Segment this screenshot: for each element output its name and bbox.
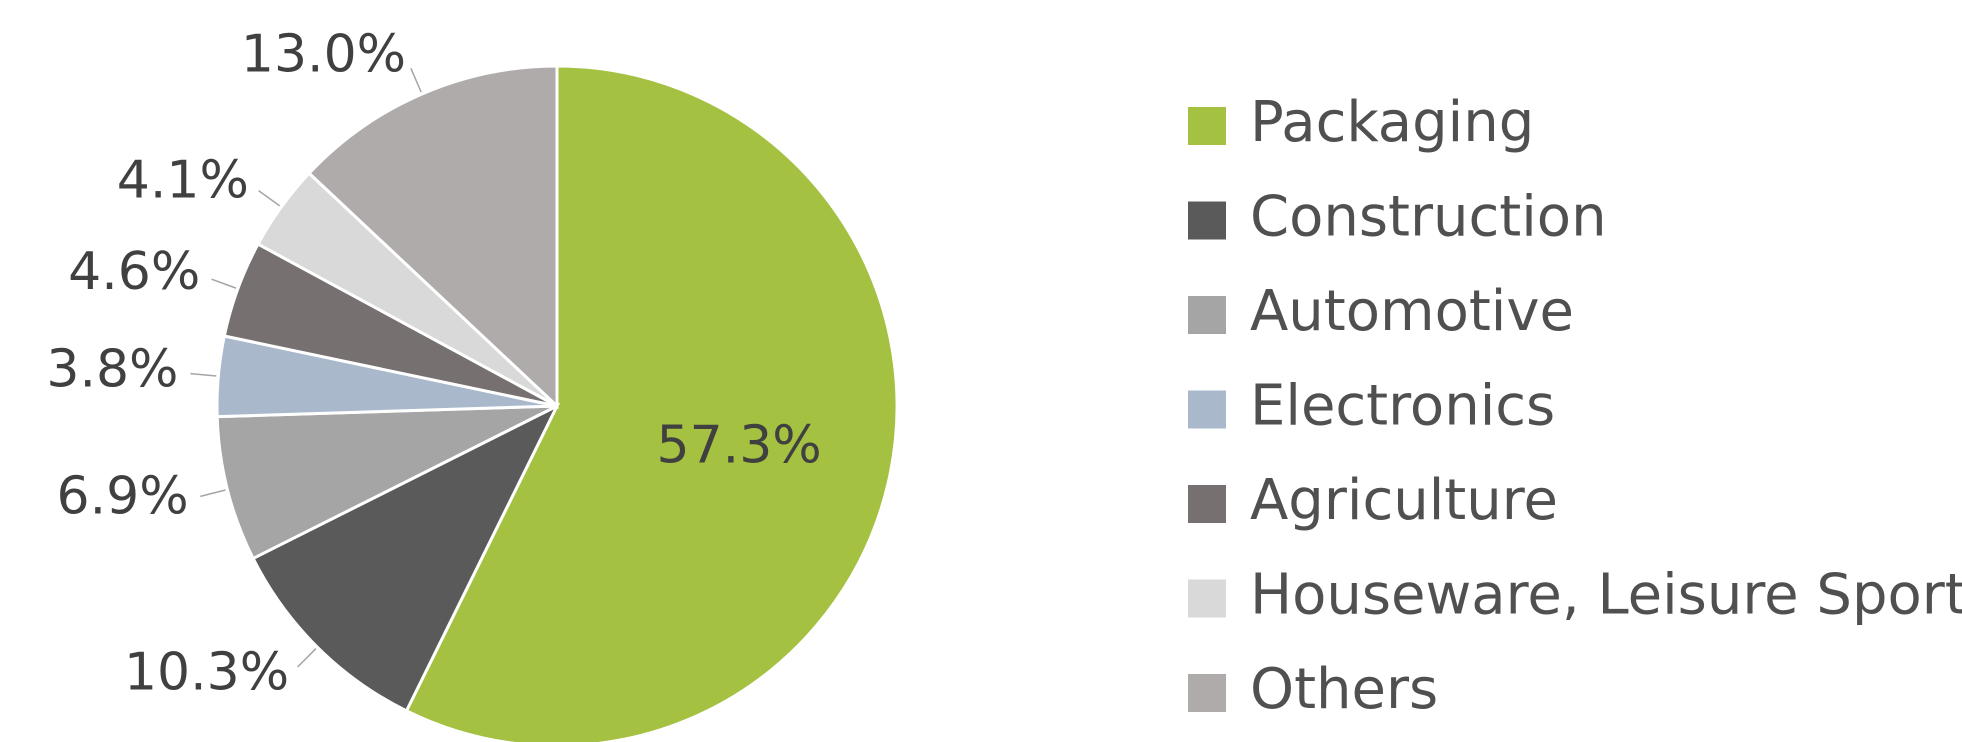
legend-swatch: [1188, 296, 1226, 334]
pie-slice: [215, 404, 558, 561]
legend-swatch: [1188, 390, 1226, 429]
legend-swatch: [1188, 201, 1226, 240]
legend-swatch: [1188, 485, 1226, 523]
legend-swatch: [1188, 579, 1226, 618]
data-label: 3.8%: [46, 340, 178, 400]
pie-slice: [251, 402, 561, 713]
leader-line: [200, 489, 226, 498]
leader-line: [211, 278, 237, 289]
data-label: 4.6%: [68, 242, 200, 302]
leader-line: [190, 372, 217, 377]
legend-swatch: [1188, 674, 1226, 712]
legend-label: Electronics: [1250, 374, 1555, 439]
leader-line: [297, 648, 317, 668]
legend-label: Construction: [1250, 185, 1607, 250]
data-label: 10.3%: [124, 643, 289, 703]
leader-line: [410, 67, 422, 93]
data-label: 13.0%: [241, 24, 406, 84]
legend-label: Agriculture: [1250, 468, 1558, 533]
pie-slice: [404, 64, 899, 742]
data-label: 4.1%: [117, 151, 249, 211]
legend-label: Others: [1250, 657, 1438, 722]
data-label: 57.3%: [657, 416, 822, 476]
legend-label: Packaging: [1250, 90, 1534, 155]
legend-label: Houseware, Leisure Sport: [1250, 563, 1962, 628]
leader-line: [258, 190, 281, 207]
legend-label: Automotive: [1250, 279, 1574, 344]
legend-swatch: [1188, 107, 1226, 145]
pie-slice: [307, 64, 559, 410]
data-label: 6.9%: [57, 466, 189, 526]
